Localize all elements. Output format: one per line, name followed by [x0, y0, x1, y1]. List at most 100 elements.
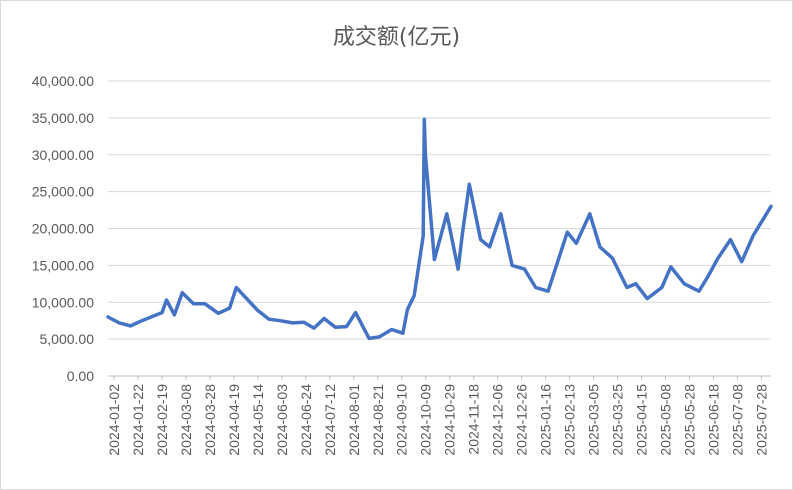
data-point: [424, 154, 426, 156]
data-point: [589, 213, 591, 215]
x-tick-label: 2024-12-06: [490, 384, 506, 456]
x-tick-label: 2024-01-02: [106, 384, 122, 456]
x-tick-label: 2025-02-13: [562, 384, 578, 456]
data-point: [523, 268, 525, 270]
data-point: [181, 292, 183, 294]
data-point: [626, 287, 628, 288]
x-tick-label: 2024-10-29: [442, 384, 458, 456]
data-point: [303, 321, 305, 323]
x-tick-label: 2024-11-18: [466, 384, 482, 455]
data-point: [378, 336, 380, 338]
data-point: [707, 275, 709, 277]
data-point: [566, 231, 568, 233]
data-point: [446, 213, 448, 215]
y-tick-label: 30,000.00: [32, 147, 94, 163]
data-point: [646, 298, 648, 300]
x-tick-label: 2025-04-15: [634, 384, 650, 456]
data-point: [729, 239, 731, 241]
data-point: [489, 246, 491, 248]
data-point: [500, 213, 502, 215]
data-point: [422, 235, 424, 237]
data-point: [107, 316, 109, 318]
x-tick-label: 2025-07-08: [729, 384, 745, 456]
data-point: [468, 183, 470, 185]
x-tick-label: 2025-05-28: [681, 384, 697, 456]
data-point: [683, 283, 685, 285]
data-point: [611, 257, 613, 259]
data-point: [575, 242, 577, 244]
x-tick-label: 2025-05-08: [658, 384, 674, 456]
data-point: [462, 231, 464, 233]
x-tick-label: 2024-10-09: [418, 384, 434, 456]
x-tick-label: 2024-02-19: [154, 384, 170, 456]
data-point: [547, 290, 549, 292]
data-point: [346, 326, 348, 328]
data-point: [480, 239, 482, 241]
x-tick-label: 2025-07-28: [753, 384, 769, 456]
data-point: [413, 295, 415, 297]
y-tick-label: 35,000.00: [32, 110, 94, 126]
data-point: [423, 118, 425, 120]
data-point: [402, 332, 404, 334]
data-point: [752, 235, 754, 237]
data-point: [279, 320, 281, 322]
x-tick-label: 2024-06-03: [274, 384, 290, 456]
data-point: [741, 261, 743, 263]
x-tick-label: 2024-08-21: [370, 384, 386, 456]
series-line: [106, 117, 773, 341]
data-point: [313, 327, 315, 329]
data-point: [670, 266, 672, 268]
series-turnover: [106, 117, 773, 341]
y-tick-label: 40,000.00: [32, 73, 94, 89]
data-point: [635, 283, 637, 285]
data-point: [661, 287, 663, 288]
x-tick-label: 2024-09-10: [394, 384, 410, 456]
data-point: [334, 326, 336, 328]
x-tick-label: 2024-12-26: [514, 384, 530, 456]
data-point: [229, 307, 231, 309]
x-axis-ticks: 2024-01-02 2024-01-22 2024-02-19 2024-03-08…: [106, 376, 769, 456]
data-point: [457, 268, 459, 270]
x-tick-label: 2024-07-12: [322, 384, 338, 456]
data-point: [599, 246, 601, 248]
data-point: [717, 257, 719, 259]
data-point: [166, 299, 168, 301]
x-tick-label: 2025-06-18: [705, 384, 721, 456]
y-tick-label: 0.00: [67, 368, 94, 384]
data-point: [235, 287, 237, 288]
data-point: [770, 205, 772, 207]
chart-title: 成交额(亿元): [332, 25, 461, 50]
data-point: [130, 325, 132, 327]
data-point: [193, 303, 195, 305]
data-point: [173, 314, 175, 316]
x-tick-label: 2024-03-08: [178, 384, 194, 456]
data-point: [355, 312, 357, 314]
x-tick-label: 2025-03-25: [610, 384, 626, 456]
data-point: [368, 337, 370, 339]
x-tick-label: 2024-06-24: [298, 384, 314, 456]
y-tick-label: 25,000.00: [32, 184, 94, 200]
data-point: [323, 317, 325, 319]
data-point: [406, 309, 408, 311]
data-point: [161, 312, 163, 314]
data-point: [511, 264, 513, 266]
y-tick-label: 15,000.00: [32, 257, 94, 273]
data-point: [535, 287, 537, 288]
data-point: [204, 303, 206, 305]
data-point: [257, 309, 259, 311]
x-tick-label: 2025-01-16: [538, 384, 554, 456]
x-tick-label: 2025-03-05: [586, 384, 602, 456]
data-point: [391, 329, 393, 331]
y-tick-label: 20,000.00: [32, 221, 94, 237]
data-point: [292, 322, 294, 324]
data-point: [433, 258, 435, 260]
x-tick-label: 2024-03-28: [202, 384, 218, 456]
gridlines: [108, 80, 771, 377]
data-point: [698, 290, 700, 292]
x-tick-label: 2024-01-22: [130, 384, 146, 456]
x-tick-label: 2024-05-14: [250, 384, 266, 456]
data-point: [141, 320, 143, 322]
y-tick-label: 5,000.00: [40, 331, 95, 347]
